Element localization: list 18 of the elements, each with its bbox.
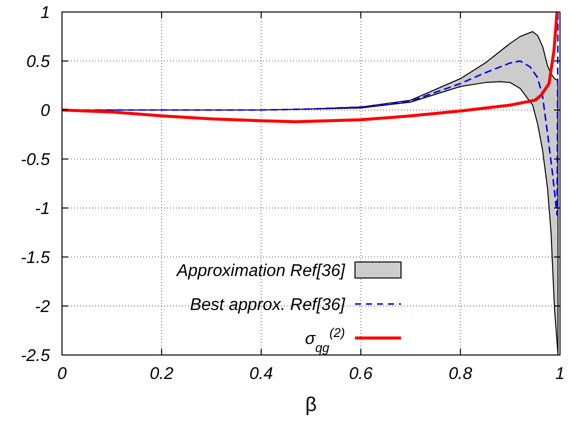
x-axis-title: β bbox=[305, 394, 317, 416]
legend-label: Approximation Ref[36] bbox=[176, 261, 346, 280]
legend-label: Best approx. Ref[36] bbox=[190, 295, 346, 314]
x-tick-label: 1 bbox=[555, 364, 565, 383]
y-tick-label: -1 bbox=[34, 199, 50, 218]
x-tick-label: 0.4 bbox=[249, 364, 274, 383]
y-tick-label: -2.5 bbox=[20, 346, 51, 365]
y-tick-label: 0.5 bbox=[26, 52, 51, 71]
y-tick-label: -2 bbox=[34, 297, 51, 316]
y-tick-label: -1.5 bbox=[20, 248, 51, 267]
x-tick-label: 0.8 bbox=[448, 364, 473, 383]
x-tick-label: 0 bbox=[57, 364, 68, 383]
x-tick-label: 0.6 bbox=[348, 364, 374, 383]
x-tick-label: 0.2 bbox=[150, 364, 174, 383]
line-series bbox=[62, 12, 559, 124]
y-tick-label: 1 bbox=[40, 3, 50, 22]
y-tick-label: 0 bbox=[40, 101, 51, 120]
y-tick-label: -0.5 bbox=[20, 150, 51, 169]
